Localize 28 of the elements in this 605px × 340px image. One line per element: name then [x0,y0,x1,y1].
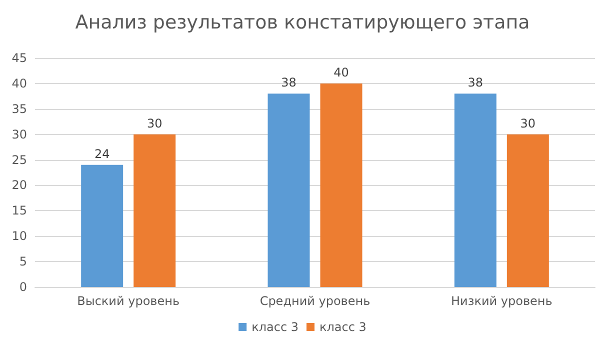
y-tick-label: 0 [19,280,27,294]
x-tick-label: Низкий уровень [451,294,552,308]
bar [134,134,176,287]
data-label: 40 [334,65,349,80]
y-tick-label: 30 [12,127,27,142]
bar [454,94,496,287]
x-tick-label: Выский уровень [77,294,180,308]
y-tick-label: 5 [19,254,27,269]
y-tick-label: 15 [12,204,27,218]
data-label: 24 [94,146,110,161]
y-tick-label: 45 [12,51,27,65]
bar [506,134,549,287]
chart-title: Анализ результатов констатирующего этапа [75,12,530,34]
bar [268,94,310,287]
legend-label: класс 3 [252,320,299,334]
data-label: 38 [281,76,296,90]
y-tick-label: 20 [12,178,27,192]
y-tick-label: 40 [12,76,27,90]
data-label: 30 [520,116,536,130]
legend-label: класс 3 [320,320,366,334]
bar [81,164,124,287]
y-tick-label: 25 [12,152,27,167]
bar [320,83,362,287]
data-label: 30 [146,116,162,130]
data-label: 38 [468,76,484,90]
y-tick-label: 10 [12,229,27,244]
y-tick-label: 35 [12,102,27,116]
x-tick-label: Средний уровень [260,294,370,308]
